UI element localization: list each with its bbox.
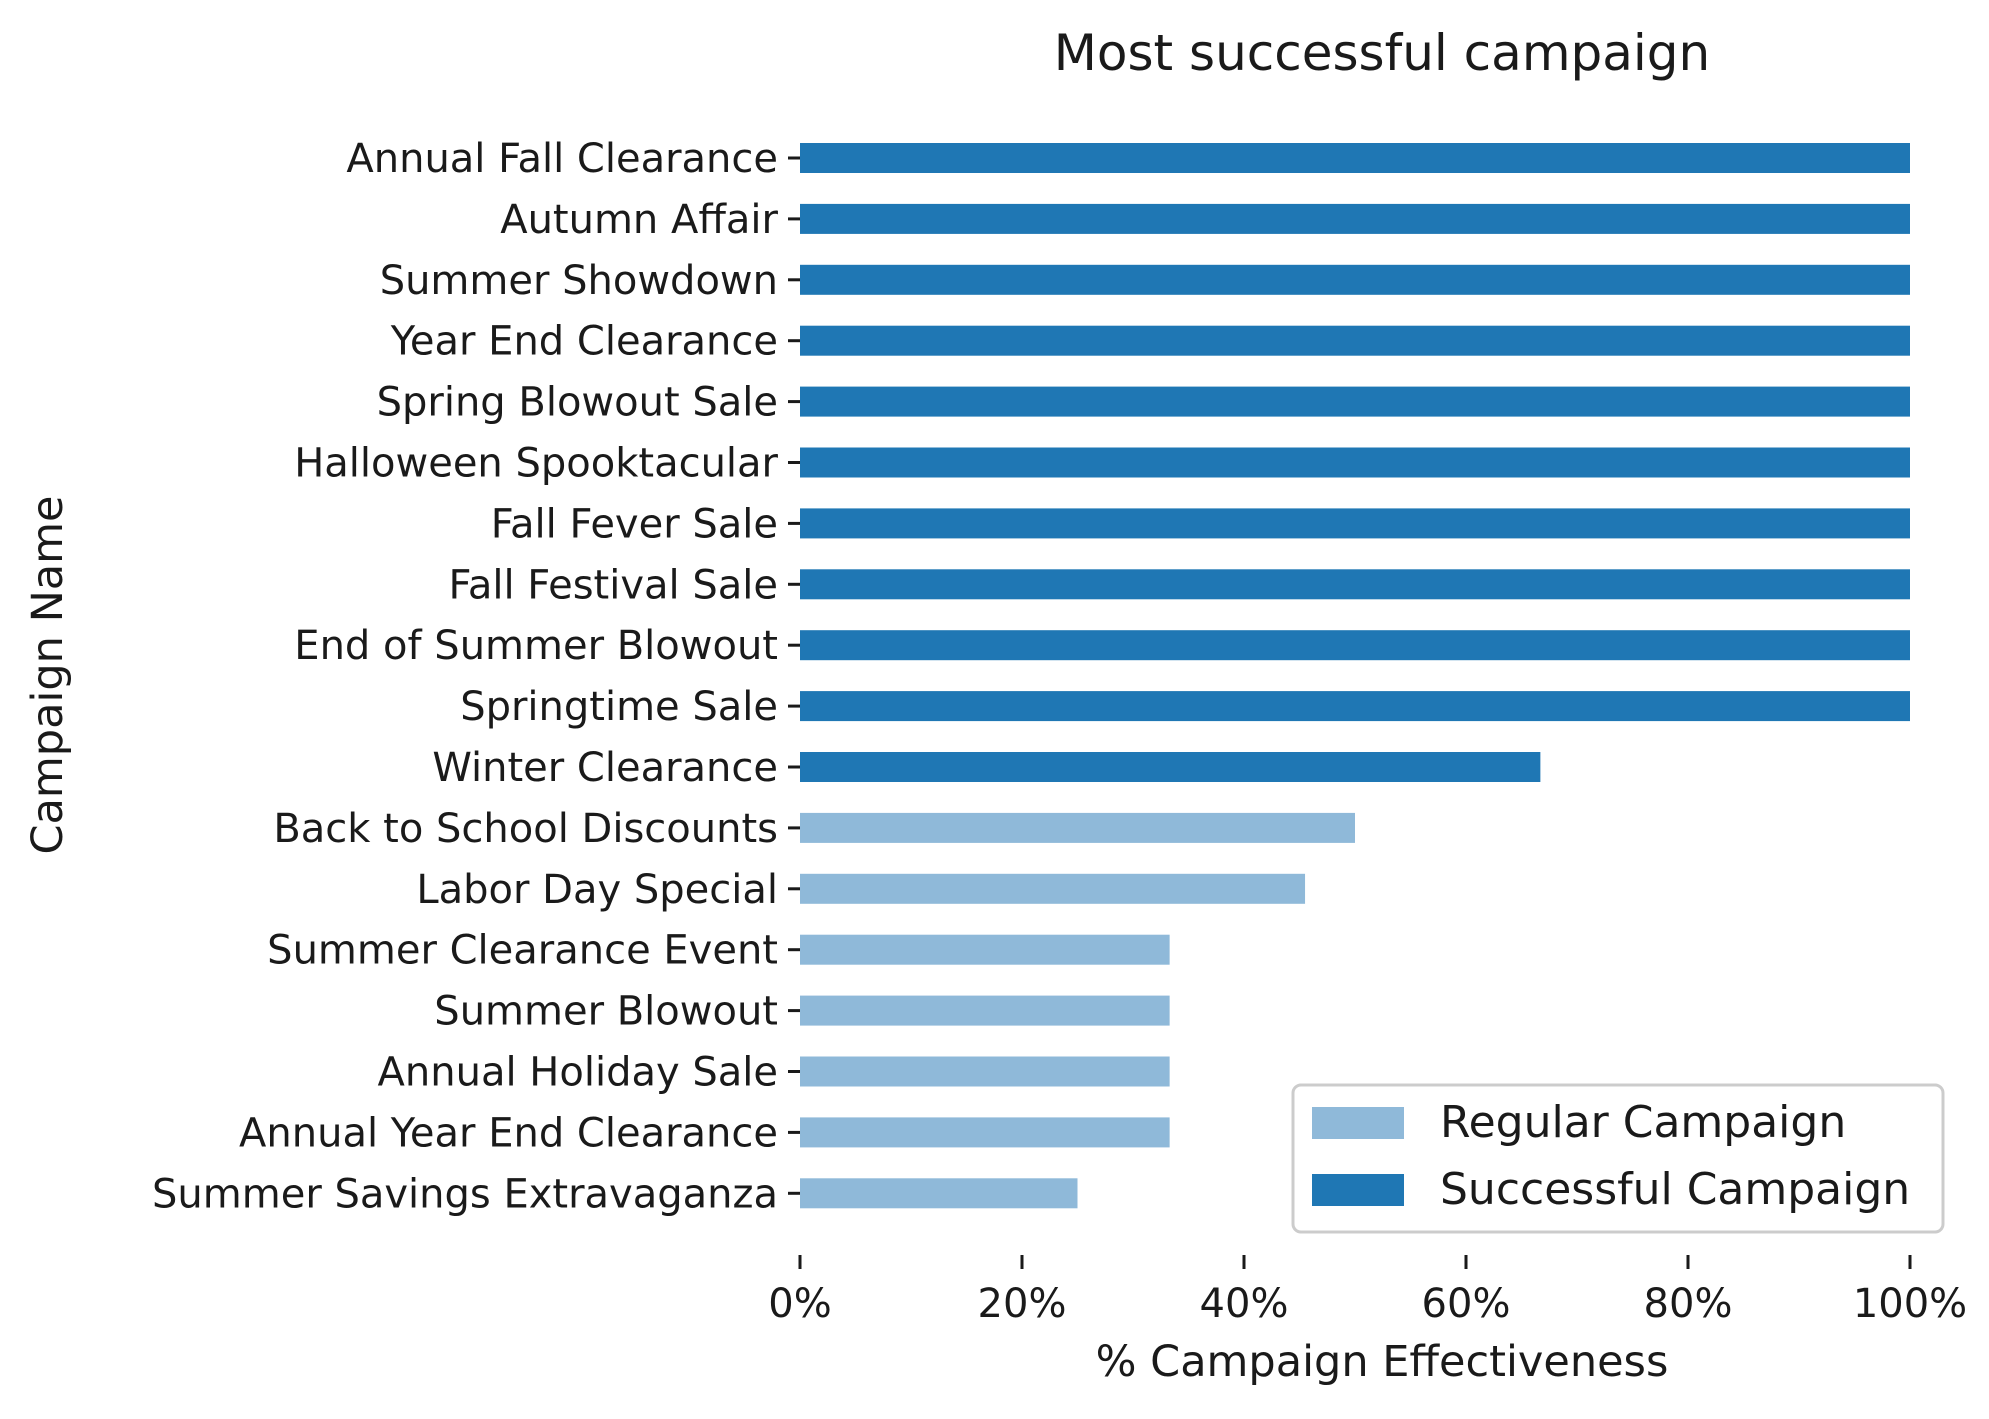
y-tick-label: Summer Showdown	[380, 258, 778, 304]
bar	[800, 447, 1910, 478]
x-tick-label: 80%	[1644, 1281, 1733, 1327]
bars-layer	[800, 143, 1910, 1209]
legend: Regular Campaign Successful Campaign	[1291, 1083, 1945, 1234]
y-axis-label: Campaign Name	[23, 496, 73, 855]
y-tick-label: Summer Clearance Event	[267, 928, 778, 974]
legend-label-successful: Successful Campaign	[1440, 1164, 1910, 1215]
chart-title: Most successful campaign	[1054, 24, 1710, 82]
legend-label-regular: Regular Campaign	[1440, 1097, 1846, 1148]
x-tick-label: 20%	[978, 1281, 1067, 1327]
y-tick-label: Annual Fall Clearance	[346, 136, 778, 182]
legend-swatch-successful	[1312, 1174, 1404, 1206]
bar	[800, 508, 1910, 539]
bar	[800, 1117, 1170, 1148]
y-tick-label: Annual Holiday Sale	[378, 1050, 778, 1096]
y-tick-label: Summer Blowout	[434, 989, 778, 1035]
y-tick-label: End of Summer Blowout	[294, 623, 778, 669]
y-tick-label: Winter Clearance	[432, 745, 778, 791]
x-tick-label: 60%	[1422, 1281, 1511, 1327]
x-axis-label: % Campaign Effectiveness	[1096, 1337, 1669, 1387]
bar	[800, 691, 1910, 722]
y-tick-label: Year End Clearance	[390, 319, 778, 365]
bar	[800, 873, 1306, 904]
y-tick-label: Back to School Discounts	[273, 806, 778, 852]
y-tick-labels: Annual Fall Clearance Autumn Affair Summer…	[152, 136, 800, 1217]
x-tick-label: 100%	[1853, 1281, 1967, 1327]
bar	[800, 386, 1910, 417]
legend-box	[1291, 1083, 1945, 1234]
bar	[800, 752, 1541, 782]
legend-swatch-regular	[1312, 1107, 1404, 1139]
y-tick-label: Halloween Spooktacular	[294, 441, 778, 487]
x-axis: 0% 20% 40% 60% 80% 100%	[768, 1255, 1967, 1327]
bar	[800, 264, 1910, 295]
y-tick-label: Spring Blowout Sale	[377, 380, 778, 426]
y-tick-label: Springtime Sale	[460, 684, 778, 730]
bar	[800, 203, 1910, 234]
y-tick-label: Fall Festival Sale	[449, 562, 779, 608]
y-tick-label: Summer Savings Extravaganza	[152, 1171, 778, 1217]
bar	[800, 995, 1170, 1026]
bar	[800, 630, 1910, 661]
x-tick-label: 0%	[768, 1281, 831, 1327]
y-tick-label: Labor Day Special	[416, 867, 778, 913]
bar	[800, 325, 1910, 356]
x-tick-label: 40%	[1200, 1281, 1289, 1327]
y-tick-label: Annual Year End Clearance	[239, 1110, 778, 1156]
bar	[800, 1056, 1170, 1087]
bar	[800, 569, 1910, 600]
bar	[800, 143, 1910, 173]
bar	[800, 812, 1355, 843]
y-tick-label: Autumn Affair	[500, 197, 778, 243]
bar	[800, 934, 1170, 965]
bar	[800, 1178, 1078, 1209]
y-tick-label: Fall Fever Sale	[491, 501, 778, 547]
